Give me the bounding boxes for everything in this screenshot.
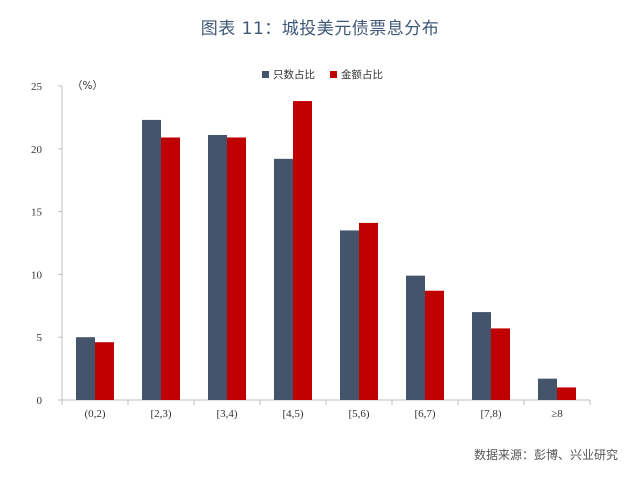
bars	[76, 101, 576, 401]
bar-count-share	[406, 275, 425, 400]
legend-label: 金额占比	[341, 68, 383, 81]
bar-amount-share	[425, 290, 444, 400]
x-tick-label: [4,5)	[282, 408, 303, 420]
legend-label: 只数占比	[273, 68, 315, 81]
chart-title: 图表 11：城投美元债票息分布	[200, 19, 440, 39]
bar-count-share	[472, 312, 491, 400]
source-note: 数据来源：彭博、兴业研究	[473, 448, 618, 462]
bar-amount-share	[293, 101, 312, 401]
bar-amount-share	[557, 387, 576, 400]
axes: 0 5 10 15 20 25 (0,2) [2,3) [3,4) [4,5) [5,6) [6,7)…	[31, 81, 591, 420]
y-tick-label: 10	[31, 269, 43, 281]
x-tick-label: [5,6)	[348, 408, 369, 420]
bar-count-share	[142, 119, 161, 401]
y-tick-label: 0	[37, 395, 43, 407]
x-tick-label: [7,8)	[480, 408, 501, 420]
x-tick-label: (0,2)	[84, 408, 105, 420]
y-unit-label: （%）	[72, 80, 103, 92]
legend-swatch	[330, 71, 337, 78]
legend-swatch	[262, 71, 269, 78]
y-tick-label: 5	[37, 332, 43, 344]
bar-count-share	[538, 378, 557, 400]
y-tick-label: 20	[31, 144, 43, 156]
bar-amount-share	[161, 137, 180, 400]
x-tick-label: [2,3)	[150, 408, 171, 420]
bar-count-share	[76, 337, 95, 400]
bar-amount-share	[491, 328, 510, 400]
y-tick-label: 15	[31, 207, 43, 219]
bar-amount-share	[95, 342, 114, 400]
x-tick-label: ≥8	[551, 408, 563, 420]
bar-amount-share	[227, 137, 246, 400]
y-tick-label: 25	[31, 81, 43, 93]
legend: 只数占比 金额占比	[262, 68, 383, 81]
bar-count-share	[208, 134, 227, 400]
x-tick-label: [6,7)	[414, 408, 435, 420]
x-tick-label: [3,4)	[216, 408, 237, 420]
bar-count-share	[274, 158, 293, 400]
bar-count-share	[340, 230, 359, 400]
bar-amount-share	[359, 222, 378, 400]
